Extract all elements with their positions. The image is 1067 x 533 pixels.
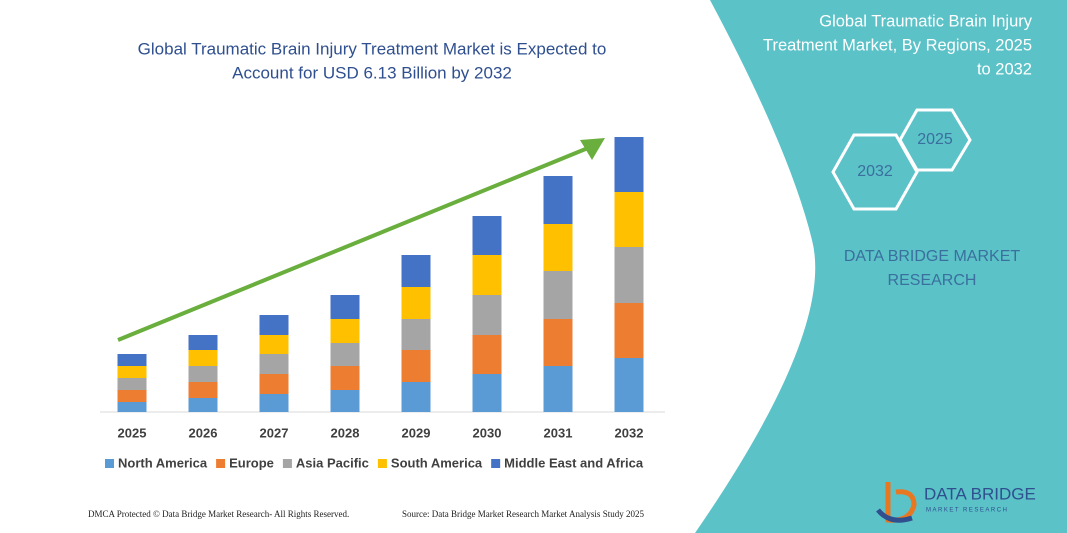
panel-title: Treatment Market, By Regions, 2025 <box>763 36 1032 54</box>
bar-segment <box>330 366 360 390</box>
company-name: DATA BRIDGE MARKET <box>844 248 1021 265</box>
bar-segment <box>543 319 573 366</box>
bar-segment <box>330 343 360 366</box>
bar-segment <box>401 319 431 350</box>
bar-segment <box>472 216 502 255</box>
hex-label: 2025 <box>917 131 953 148</box>
legend-label: Middle East and Africa <box>504 455 644 470</box>
bar-segment <box>259 315 289 335</box>
x-tick-label: 2028 <box>331 425 360 440</box>
bar-segment <box>117 390 147 402</box>
bar-segment <box>117 402 147 412</box>
hexagon <box>898 108 972 172</box>
legend-swatch <box>105 459 114 468</box>
side-panel <box>695 0 1067 533</box>
bar-segment <box>614 303 644 358</box>
bar-segment <box>543 224 573 271</box>
bar-segment <box>117 378 147 390</box>
bar-segment <box>543 176 573 224</box>
company-name: RESEARCH <box>888 272 977 289</box>
bar-segment <box>614 137 644 192</box>
x-tick-label: 2027 <box>260 425 289 440</box>
bar-segment <box>259 374 289 394</box>
bar-segment <box>188 335 218 350</box>
legend-swatch <box>377 459 387 468</box>
footer-left: DMCA Protected © Data Bridge Market Rese… <box>88 509 349 519</box>
footer-right: Source: Data Bridge Market Research Mark… <box>402 509 644 519</box>
x-tick-label: 2030 <box>473 425 502 440</box>
bars <box>117 137 644 412</box>
bar-segment <box>188 366 218 382</box>
hex-label: 2032 <box>857 163 893 180</box>
x-tick-label: 2031 <box>544 425 573 440</box>
bar-segment <box>117 354 147 366</box>
legend-label: North America <box>118 455 208 470</box>
panel-title: Global Traumatic Brain Injury <box>819 12 1033 30</box>
bar-segment <box>188 382 218 398</box>
legend-swatch <box>491 459 501 468</box>
legend-label: Europe <box>229 455 274 470</box>
bar-segment <box>259 394 289 412</box>
arrow-head <box>580 138 605 160</box>
x-tick-label: 2029 <box>402 425 431 440</box>
panel-title: to 2032 <box>977 60 1032 78</box>
trend-arrow <box>117 146 589 342</box>
chart-title: Account for USD 6.13 Billion by 2032 <box>232 63 512 82</box>
bar-segment <box>401 350 431 382</box>
logo-name: DATA BRIDGE <box>924 484 1036 503</box>
bar-segment <box>401 255 431 287</box>
bar-segment <box>472 295 502 335</box>
x-tick-label: 2026 <box>189 425 218 440</box>
legend-swatch <box>282 459 292 468</box>
bar-segment <box>330 390 360 412</box>
legend-label: South America <box>391 455 483 470</box>
bar-segment <box>330 295 360 319</box>
bar-segment <box>330 319 360 343</box>
bar-segment <box>472 374 502 412</box>
chart-title: Global Traumatic Brain Injury Treatment … <box>138 39 607 58</box>
bar-segment <box>543 271 573 319</box>
logo-tagline: MARKET RESEARCH <box>926 508 1008 514</box>
bar-segment <box>188 398 218 412</box>
bar-segment <box>472 255 502 295</box>
x-tick-label: 2032 <box>615 425 644 440</box>
hexagon <box>831 133 919 211</box>
bar-segment <box>117 366 147 378</box>
bar-segment <box>401 382 431 412</box>
bar-segment <box>614 358 644 412</box>
bar-segment <box>543 366 573 412</box>
bar-segment <box>472 335 502 374</box>
x-tick-label: 2025 <box>118 425 147 440</box>
legend-label: Asia Pacific <box>296 455 369 470</box>
bar-segment <box>614 192 644 247</box>
logo-mark <box>876 508 913 523</box>
bar-segment <box>188 350 218 366</box>
bar-segment <box>259 354 289 374</box>
legend-swatch <box>216 459 226 468</box>
bar-segment <box>401 287 431 319</box>
bar-segment <box>259 335 289 354</box>
bar-segment <box>614 247 644 303</box>
